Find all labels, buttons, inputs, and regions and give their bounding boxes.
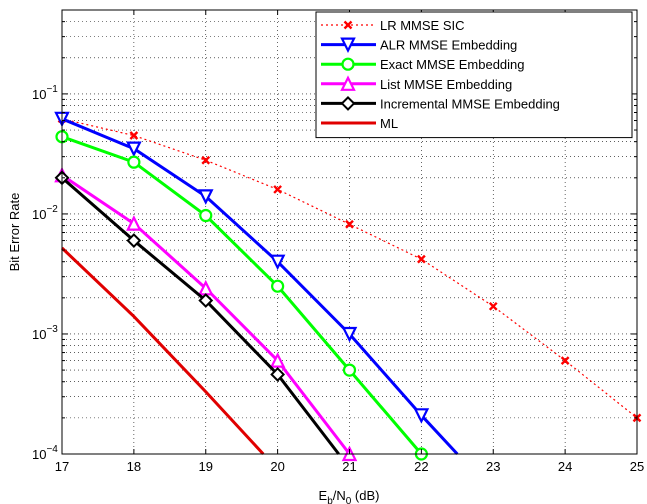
data-point <box>197 189 214 205</box>
data-point <box>560 356 570 365</box>
data-point <box>126 233 142 248</box>
legend-label: Exact MMSE Embedding <box>380 57 525 72</box>
legend-label: LR MMSE SIC <box>380 18 465 33</box>
data-point <box>269 254 286 271</box>
x-tick-label: 17 <box>55 459 69 474</box>
x-tick-label: 25 <box>630 459 644 474</box>
y-axis-label: Bit Error Rate <box>7 193 22 272</box>
data-point <box>198 293 214 308</box>
y-tick-label-exp: −4 <box>46 444 58 455</box>
x-tick-label: 21 <box>342 459 356 474</box>
series-layer <box>54 111 642 462</box>
data-point <box>269 352 286 368</box>
series-line <box>60 246 265 456</box>
x-axis-label-sub-0: 0 <box>346 496 352 504</box>
legend-marker <box>340 95 356 111</box>
data-point <box>417 254 426 264</box>
data-point <box>342 363 357 377</box>
data-point <box>345 219 354 229</box>
series-0 <box>57 114 642 423</box>
legend-marker <box>340 37 356 54</box>
y-tick-label: 10−1 <box>32 84 58 102</box>
y-tick-label: 10−2 <box>32 204 58 222</box>
legend-marker <box>340 75 356 91</box>
x-axis-label: Eb/N0 (dB) <box>319 488 380 504</box>
y-tick-label-exp: −1 <box>46 84 58 95</box>
series-4 <box>54 170 340 455</box>
y-tick-label: 10−4 <box>32 444 58 462</box>
data-point <box>271 279 285 293</box>
y-tick-label-base: 10 <box>32 327 46 342</box>
x-tick-label: 19 <box>199 459 213 474</box>
x-tick-label: 20 <box>270 459 284 474</box>
legend-label: List MMSE Embedding <box>380 77 512 92</box>
legend-label: ALR MMSE Embedding <box>380 38 517 53</box>
series-1 <box>54 111 459 456</box>
y-tick-label-base: 10 <box>32 207 46 222</box>
y-tick-label-exp: −2 <box>46 204 58 215</box>
data-point <box>413 408 430 424</box>
y-tick-label-base: 10 <box>32 447 46 462</box>
y-tick-label-exp: −3 <box>46 324 58 335</box>
data-point <box>488 301 498 311</box>
data-point <box>341 326 358 343</box>
data-point <box>129 131 139 140</box>
data-point <box>199 208 213 223</box>
data-point <box>273 185 282 194</box>
series-5 <box>60 246 265 456</box>
data-point <box>126 215 142 231</box>
legend-label: Incremental MMSE Embedding <box>380 96 560 111</box>
y-tick-label-base: 10 <box>32 87 46 102</box>
legend-box <box>315 11 633 139</box>
x-axis-label-sub-b: b <box>327 496 333 504</box>
x-axis-label-e: E <box>319 488 328 503</box>
data-point <box>126 141 142 158</box>
x-tick-label: 23 <box>486 459 500 474</box>
legend-marker <box>343 20 353 30</box>
series-3 <box>54 166 358 462</box>
legend-label: ML <box>380 116 398 131</box>
data-point <box>270 367 286 382</box>
x-tick-label: 22 <box>414 459 428 474</box>
legend: LR MMSE SIC ALR MMSE Embedding Exact MMSE … <box>315 11 633 139</box>
x-tick-label: 24 <box>558 459 572 474</box>
data-point <box>127 155 141 169</box>
data-point <box>201 155 211 165</box>
x-axis-label-n: /N <box>333 488 346 503</box>
x-axis-label-unit: (dB) <box>351 488 379 503</box>
y-tick-label: 10−3 <box>32 324 58 342</box>
series-line <box>61 135 423 455</box>
legend-marker <box>341 57 355 71</box>
x-tick-label: 18 <box>127 459 141 474</box>
